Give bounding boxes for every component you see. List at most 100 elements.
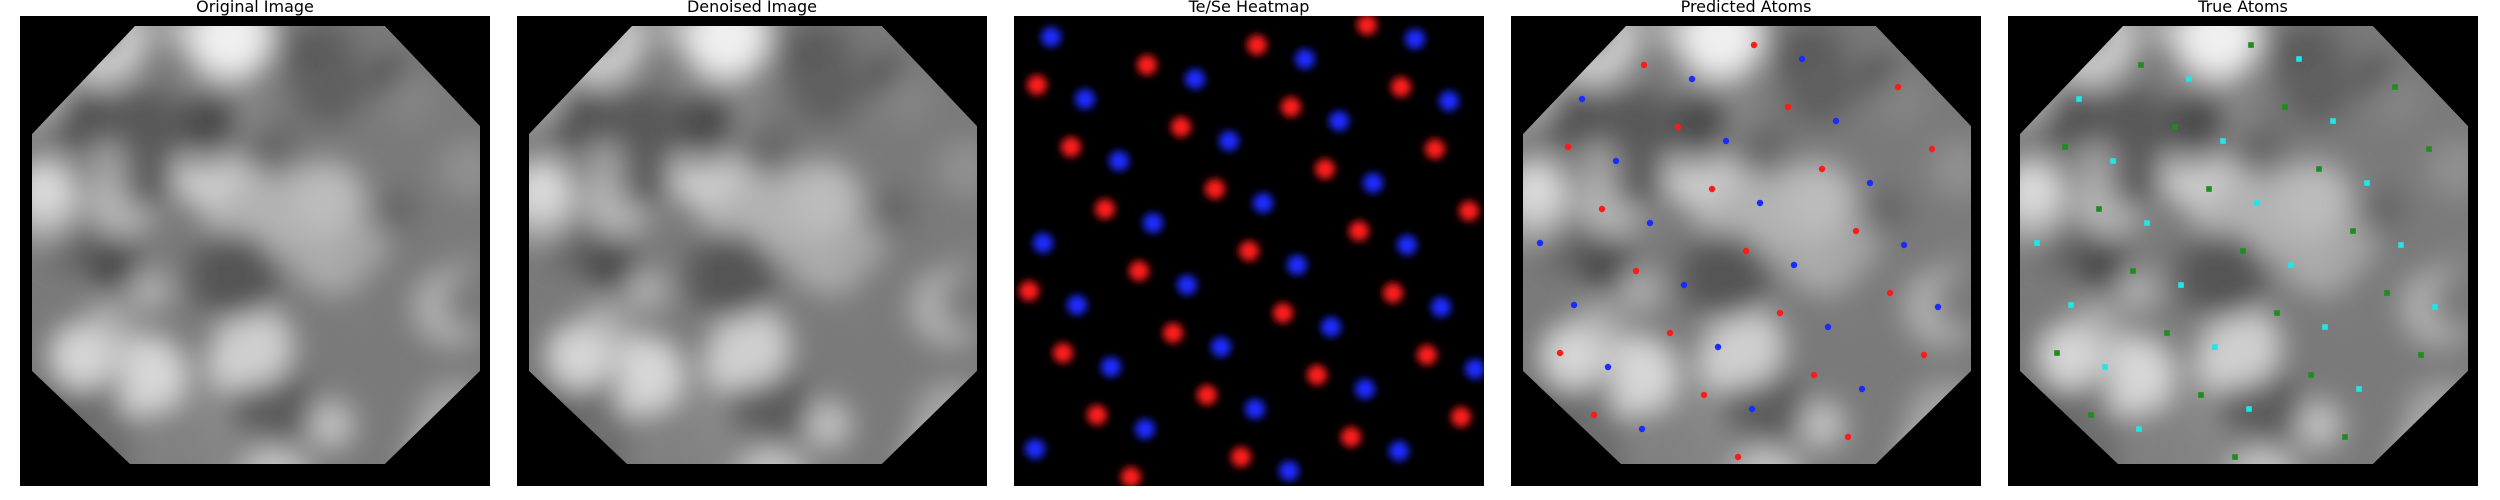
se-heat-spot (1389, 441, 1409, 461)
true-se-atom (2136, 426, 2142, 432)
predicted-se-atom (1612, 157, 1620, 165)
predicted-te-atom (1564, 143, 1572, 151)
denoised-image (517, 16, 987, 486)
se-heat-spot (1025, 439, 1045, 459)
true-te-atom (2164, 330, 2170, 336)
te-heat-spot (1027, 75, 1047, 95)
predicted-se-atom (1680, 281, 1688, 289)
true-se-atom (2330, 118, 2336, 124)
predicted-atoms-image (1511, 16, 1981, 486)
se-heat-spot (1431, 297, 1451, 317)
true-te-atom (2342, 434, 2348, 440)
predicted-se-atom (1722, 137, 1730, 145)
predicted-se-atom (1756, 199, 1764, 207)
predicted-se-atom (1638, 425, 1646, 433)
se-heat-spot (1075, 89, 1095, 109)
predicted-te-atom (1734, 453, 1742, 461)
true-te-atom (2198, 392, 2204, 398)
true-te-atom (2130, 268, 2136, 274)
predicted-te-atom (1666, 329, 1674, 337)
true-se-atom (2254, 200, 2260, 206)
panel-heatmap: Te/Se Heatmap (1014, 0, 1484, 486)
te-heat-spot (1383, 283, 1403, 303)
te-heat-spot (1417, 345, 1437, 365)
predicted-se-atom (1688, 75, 1696, 83)
panel-title-predicted: Predicted Atoms (1680, 0, 1812, 16)
te-se-heatmap (1014, 16, 1484, 486)
se-heat-spot (1405, 29, 1425, 49)
predicted-se-atom (1866, 179, 1874, 187)
predicted-se-atom (1798, 55, 1806, 63)
true-te-atom (2206, 186, 2212, 192)
predicted-se-atom (1900, 241, 1908, 249)
true-se-atom (2110, 158, 2116, 164)
true-atoms-image (2008, 16, 2478, 486)
predicted-se-atom (1714, 343, 1722, 351)
predicted-te-atom (1894, 83, 1902, 91)
true-se-atom (2432, 304, 2438, 310)
predicted-se-atom (1748, 405, 1756, 413)
te-heat-spot (1129, 261, 1149, 281)
true-se-atom (2034, 240, 2040, 246)
true-te-atom (2392, 84, 2398, 90)
panel-predicted: Predicted Atoms (1511, 0, 1981, 486)
predicted-te-atom (1784, 103, 1792, 111)
se-heat-spot (1397, 235, 1417, 255)
se-heat-spot (1245, 399, 1265, 419)
te-heat-spot (1273, 303, 1293, 323)
te-heat-spot (1349, 221, 1369, 241)
true-se-atom (2364, 180, 2370, 186)
true-se-atom (2398, 242, 2404, 248)
se-heat-spot (1177, 275, 1197, 295)
se-heat-spot (1067, 295, 1087, 315)
true-se-atom (2144, 220, 2150, 226)
te-heat-spot (1239, 241, 1259, 261)
original-image (20, 16, 490, 486)
te-heat-spot (1171, 117, 1191, 137)
te-heat-spot (1121, 467, 1141, 486)
predicted-se-atom (1832, 117, 1840, 125)
true-te-atom (2088, 412, 2094, 418)
true-te-atom (2054, 350, 2060, 356)
true-se-atom (2356, 386, 2362, 392)
predicted-te-atom (1852, 227, 1860, 235)
predicted-te-atom (1556, 349, 1564, 357)
true-se-atom (2076, 96, 2082, 102)
panel-title-heatmap: Te/Se Heatmap (1188, 0, 1310, 16)
se-heat-spot (1041, 27, 1061, 47)
predicted-te-atom (1674, 123, 1682, 131)
se-heat-spot (1363, 173, 1383, 193)
true-te-atom (2062, 144, 2068, 150)
true-se-atom (2220, 138, 2226, 144)
true-se-atom (2102, 364, 2108, 370)
te-heat-spot (1053, 343, 1073, 363)
true-te-atom (2418, 352, 2424, 358)
panel-title-denoised: Denoised Image (686, 0, 818, 16)
panel-denoised: Denoised Image (517, 0, 987, 486)
predicted-te-atom (1700, 391, 1708, 399)
true-te-atom (2138, 62, 2144, 68)
te-heat-spot (1205, 179, 1225, 199)
predicted-te-atom (1640, 61, 1648, 69)
panel-title-original: Original Image (196, 0, 314, 16)
true-se-atom (2322, 324, 2328, 330)
te-heat-spot (1087, 405, 1107, 425)
predicted-te-atom (1818, 165, 1826, 173)
true-se-atom (2178, 282, 2184, 288)
te-heat-spot (1095, 199, 1115, 219)
predicted-te-atom (1708, 185, 1716, 193)
se-heat-spot (1211, 337, 1231, 357)
predicted-se-atom (1934, 303, 1942, 311)
te-heat-spot (1425, 139, 1445, 159)
se-heat-spot (1329, 111, 1349, 131)
panel-true: True Atoms (2008, 0, 2478, 486)
se-heat-spot (1101, 357, 1121, 377)
predicted-te-atom (1928, 145, 1936, 153)
true-te-atom (2248, 42, 2254, 48)
te-heat-spot (1459, 201, 1479, 221)
se-heat-spot (1219, 131, 1239, 151)
true-te-atom (2350, 228, 2356, 234)
te-heat-spot (1247, 35, 1267, 55)
predicted-te-atom (1886, 289, 1894, 297)
predicted-se-atom (1570, 301, 1578, 309)
